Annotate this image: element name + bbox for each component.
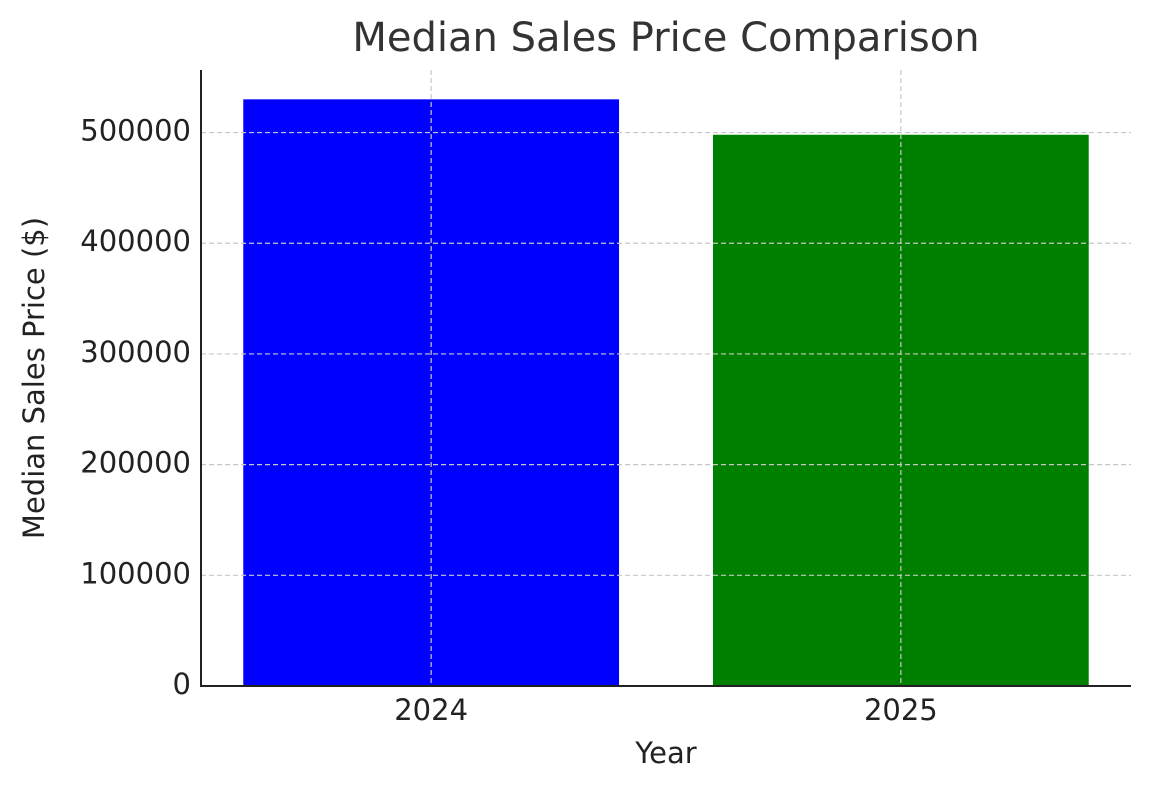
y-tick-label: 100000 — [80, 556, 191, 590]
y-tick-label: 200000 — [80, 446, 191, 480]
x-axis-label: Year — [634, 736, 696, 770]
y-axis-label: Median Sales Price ($) — [17, 217, 51, 539]
x-tick-label: 2025 — [864, 693, 938, 727]
x-tick-label: 2024 — [394, 693, 468, 727]
y-tick-label: 0 — [173, 667, 191, 701]
y-tick-label: 400000 — [80, 224, 191, 258]
y-tick-label: 300000 — [80, 335, 191, 369]
y-tick-label: 500000 — [80, 114, 191, 148]
chart-title: Median Sales Price Comparison — [352, 15, 979, 61]
